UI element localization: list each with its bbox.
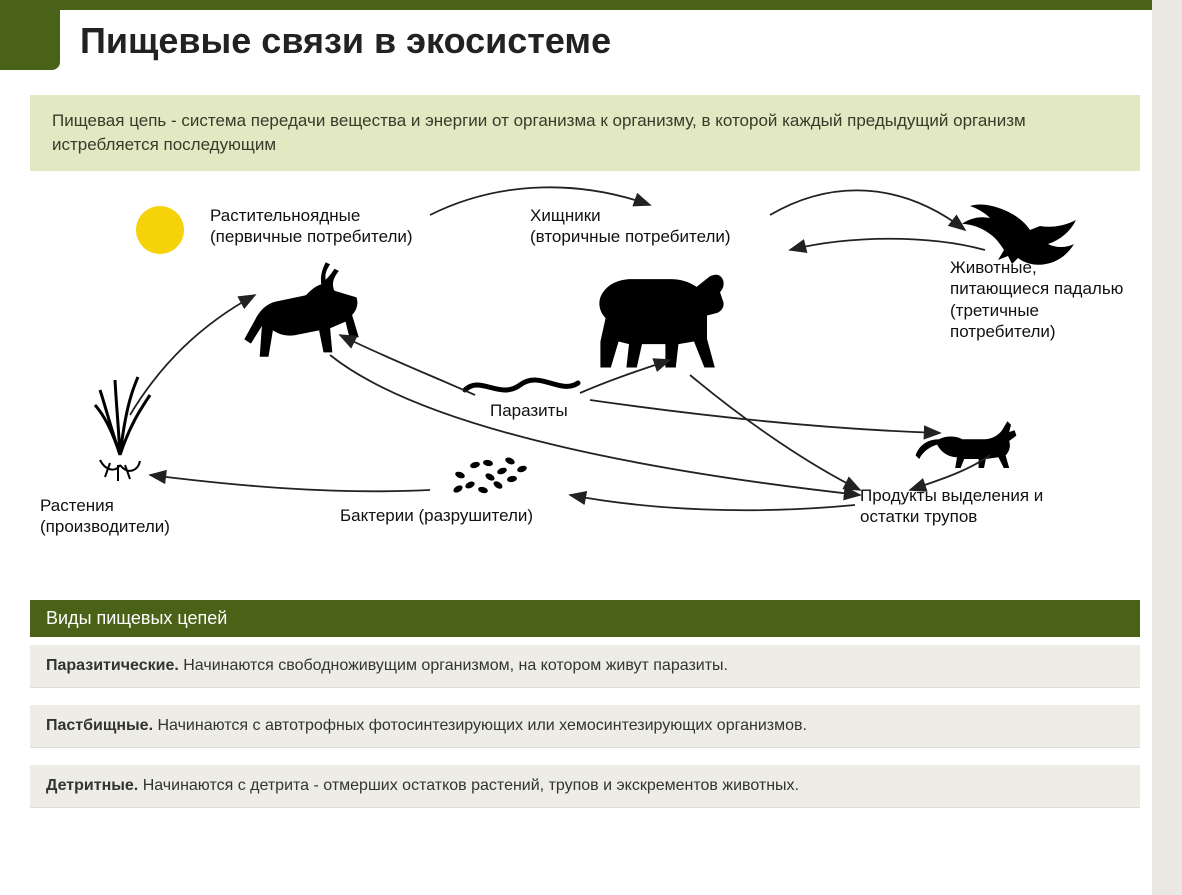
label-parasites: Паразиты [490,400,568,421]
arrow [570,495,855,510]
arrow [690,375,860,490]
eagle-silhouette [962,205,1076,265]
arrow [580,360,670,393]
arrow [590,400,940,433]
arrow [330,355,860,495]
label-herbivores: Растительноядные(первичные потребители) [210,205,413,248]
type-name: Детритные. [46,777,138,794]
definition-box: Пищевая цепь - система передачи вещества… [30,95,1140,171]
type-row-detrital: Детритные. Начинаются с детрита - отмерш… [30,765,1140,808]
deer-silhouette [244,262,358,357]
type-desc: Начинаются с автотрофных фотосинтезирующ… [157,717,806,734]
label-predators: Хищники(вторичные потребители) [530,205,731,248]
type-row-parasitic: Паразитические. Начинаются свободноживущ… [30,645,1140,688]
food-web-diagram: Растительноядные(первичные потребители) … [30,175,1140,575]
label-scavengers: Животные,питающиеся падалью(третичныепот… [950,257,1150,342]
worm-silhouette [465,380,578,390]
right-side-bar [1152,0,1182,895]
predator-silhouette [599,275,723,368]
label-bacteria: Бактерии (разрушители) [340,505,533,526]
types-section-header: Виды пищевых цепей [30,600,1140,637]
arrow [150,475,430,491]
type-name: Пастбищные. [46,717,153,734]
fox-silhouette [916,421,1017,468]
arrow [340,335,475,395]
arrow [790,239,985,250]
plant-silhouette [95,377,150,481]
type-name: Паразитические. [46,657,179,674]
bacteria-silhouette [452,456,528,494]
label-remains: Продукты выделения иостатки трупов [860,485,1110,528]
label-plants: Растения(производители) [40,495,170,538]
corner-accent [0,10,60,70]
arrow [770,190,965,230]
page-title: Пищевые связи в экосистеме [80,20,611,62]
sun-icon [136,206,184,254]
top-accent-bar [0,0,1182,10]
type-desc: Начинаются с детрита - отмерших остатков… [143,777,799,794]
type-desc: Начинаются свободноживущим организмом, н… [183,657,728,674]
type-row-grazing: Пастбищные. Начинаются с автотрофных фот… [30,705,1140,748]
